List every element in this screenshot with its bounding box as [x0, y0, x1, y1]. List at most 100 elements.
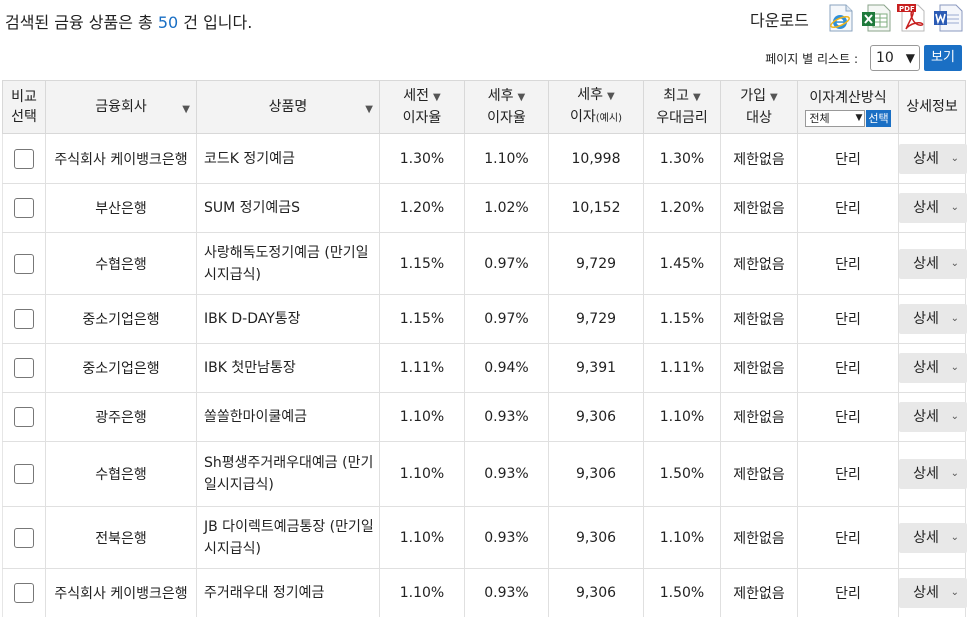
calc-method-cell: 단리 [797, 568, 899, 617]
max-rate-cell: 1.11% [643, 343, 721, 393]
pretax-rate-cell: 1.30% [379, 133, 465, 184]
page-size-select[interactable]: 10 ▼ [870, 45, 920, 71]
word-icon[interactable] [932, 2, 964, 34]
bank-cell: 부산은행 [45, 183, 197, 233]
download-label: 다운로드 [750, 11, 809, 30]
calc-method-cell: 단리 [797, 133, 899, 184]
chevron-down-icon: ⌄ [950, 587, 959, 598]
col-posttax-interest[interactable]: 세후 ▼ 이자(예시) [548, 80, 644, 134]
detail-button[interactable]: 상세 ⌄ [899, 522, 967, 553]
compare-cell [2, 343, 46, 393]
compare-checkbox[interactable] [14, 583, 34, 603]
posttax-interest-cell: 9,306 [548, 392, 644, 442]
posttax-rate-cell: 0.97% [464, 232, 549, 295]
detail-cell: 상세 ⌄ [898, 183, 967, 233]
col-max-rate[interactable]: 최고 ▼ 우대금리 [643, 80, 721, 134]
detail-button[interactable]: 상세 ⌄ [899, 304, 967, 334]
excel-icon[interactable] [860, 2, 892, 34]
product-name-link[interactable]: 주거래우대 정기예금 [196, 568, 380, 617]
join-target-cell: 제한없음 [720, 343, 798, 393]
sort-down-icon[interactable]: ▼ [770, 92, 778, 103]
sort-down-icon[interactable]: ▼ [433, 92, 441, 103]
ie-icon[interactable] [824, 2, 856, 34]
detail-button[interactable]: 상세 ⌄ [899, 193, 967, 223]
sort-down-icon[interactable]: ▼ [607, 91, 615, 102]
detail-button[interactable]: 상세 ⌄ [899, 353, 967, 383]
col-join-target[interactable]: 가입 ▼ 대상 [720, 80, 798, 134]
compare-checkbox[interactable] [14, 464, 34, 484]
bank-cell: 중소기업은행 [45, 343, 197, 393]
sort-down-icon[interactable]: ▼ [693, 92, 701, 103]
detail-button[interactable]: 상세 ⌄ [899, 402, 967, 432]
product-name-link[interactable]: IBK D-DAY통장 [196, 294, 380, 344]
table-row: 부산은행 SUM 정기예금S 1.20% 1.02% 10,152 1.20% 제한없음 단리… [2, 183, 967, 233]
detail-cell: 상세 ⌄ [898, 133, 967, 184]
sort-down-icon[interactable]: ▼ [365, 104, 373, 115]
join-target-cell: 제한없음 [720, 183, 798, 233]
pretax-rate-cell: 1.10% [379, 568, 465, 617]
bank-cell: 광주은행 [45, 392, 197, 442]
detail-button[interactable]: 상세 ⌄ [899, 578, 967, 608]
col-posttax-rate[interactable]: 세후 ▼ 이자율 [464, 80, 549, 134]
posttax-rate-cell: 0.93% [464, 506, 549, 569]
posttax-rate-cell: 0.97% [464, 294, 549, 344]
compare-checkbox[interactable] [14, 253, 34, 274]
calc-method-cell: 단리 [797, 294, 899, 344]
compare-checkbox[interactable] [14, 198, 34, 218]
detail-cell: 상세 ⌄ [898, 343, 967, 393]
detail-button[interactable]: 상세 ⌄ [899, 143, 967, 174]
chevron-down-icon: ⌄ [950, 313, 959, 324]
product-name-link[interactable]: SUM 정기예금S [196, 183, 380, 233]
max-rate-cell: 1.10% [643, 506, 721, 569]
join-target-cell: 제한없음 [720, 441, 798, 507]
product-name-link[interactable]: JB 다이렉트예금통장 (만기일시지급식) [196, 506, 380, 569]
compare-checkbox[interactable] [14, 309, 34, 329]
posttax-interest-cell: 10,152 [548, 183, 644, 233]
view-button[interactable]: 보기 [924, 45, 962, 71]
posttax-rate-cell: 0.93% [464, 568, 549, 617]
posttax-interest-cell: 9,306 [548, 506, 644, 569]
compare-cell [2, 568, 46, 617]
posttax-interest-cell: 9,306 [548, 568, 644, 617]
calc-select-button[interactable]: 선택 [866, 109, 891, 127]
col-product[interactable]: 상품명 ▼ [196, 80, 380, 134]
detail-button[interactable]: 상세 ⌄ [899, 248, 967, 279]
chevron-down-icon: ⌄ [950, 202, 959, 213]
product-name-link[interactable]: 코드K 정기예금 [196, 133, 380, 184]
product-name-link[interactable]: Sh평생주거래우대예금 (만기일시지급식) [196, 441, 380, 507]
calc-method-select[interactable]: 전체 ▼ [805, 109, 866, 127]
download-icons: PDF [824, 2, 964, 34]
col-pretax-rate[interactable]: 세전 ▼ 이자율 [379, 80, 465, 134]
col-compare: 비교 선택 [2, 80, 46, 134]
pdf-icon[interactable]: PDF [896, 2, 928, 34]
compare-cell [2, 232, 46, 295]
posttax-rate-cell: 1.02% [464, 183, 549, 233]
bank-cell: 중소기업은행 [45, 294, 197, 344]
detail-button[interactable]: 상세 ⌄ [899, 459, 967, 489]
col-bank[interactable]: 금융회사 ▼ [45, 80, 197, 134]
detail-cell: 상세 ⌄ [898, 441, 967, 507]
calc-method-cell: 단리 [797, 183, 899, 233]
bank-cell: 수협은행 [45, 441, 197, 507]
pretax-rate-cell: 1.20% [379, 183, 465, 233]
col-calc-method: 이자계산방식 전체 ▼ 선택 [797, 80, 899, 134]
pretax-rate-cell: 1.15% [379, 294, 465, 344]
product-name-link[interactable]: 사랑해독도정기예금 (만기일시지급식) [196, 232, 380, 295]
max-rate-cell: 1.20% [643, 183, 721, 233]
detail-cell: 상세 ⌄ [898, 568, 967, 617]
compare-checkbox[interactable] [14, 527, 34, 548]
pretax-rate-cell: 1.10% [379, 441, 465, 507]
sort-down-icon[interactable]: ▼ [517, 92, 526, 103]
join-target-cell: 제한없음 [720, 392, 798, 442]
compare-checkbox[interactable] [14, 407, 34, 427]
chevron-down-icon: ▼ [855, 112, 863, 123]
compare-checkbox[interactable] [14, 358, 34, 378]
product-name-link[interactable]: IBK 첫만남통장 [196, 343, 380, 393]
compare-cell [2, 133, 46, 184]
calc-method-cell: 단리 [797, 441, 899, 507]
join-target-cell: 제한없음 [720, 133, 798, 184]
posttax-interest-cell: 9,729 [548, 294, 644, 344]
sort-down-icon[interactable]: ▼ [182, 104, 190, 115]
product-name-link[interactable]: 쏠쏠한마이쿨예금 [196, 392, 380, 442]
compare-checkbox[interactable] [14, 148, 34, 169]
